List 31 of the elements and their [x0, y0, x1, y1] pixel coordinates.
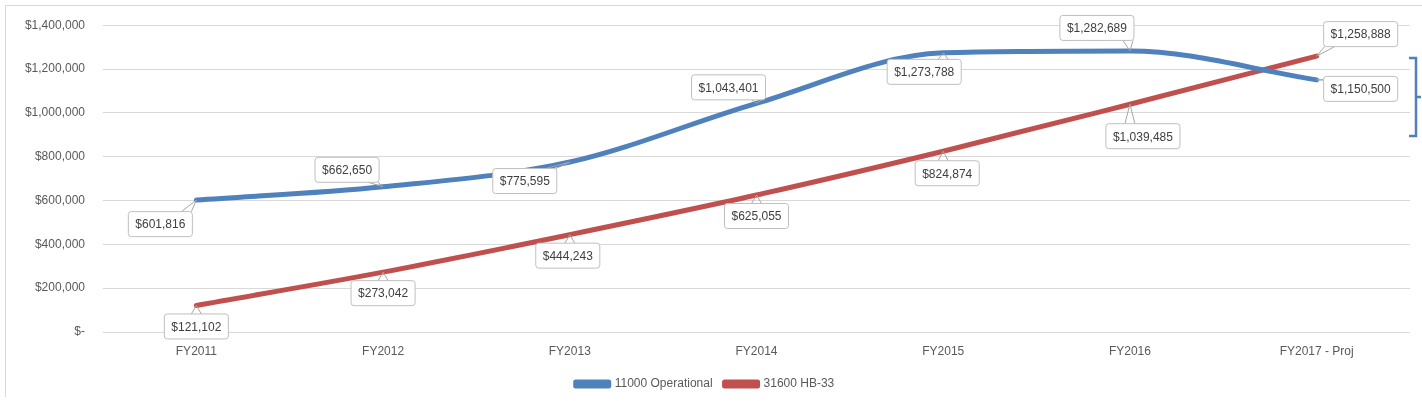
y-tick-label: $600,000	[34, 192, 86, 207]
data-label: $1,039,485	[1112, 129, 1174, 144]
data-label: $1,282,689	[1066, 21, 1128, 36]
y-tick-label: $400,000	[34, 236, 86, 251]
x-tick-label: FY2011	[175, 343, 218, 358]
y-tick-label: $1,400,000	[24, 17, 86, 32]
y-tick-label: $1,000,000	[24, 105, 86, 120]
data-label: $775,595	[499, 174, 551, 189]
data-label: $444,243	[542, 248, 594, 263]
data-label: $625,055	[731, 209, 782, 224]
data-label: $273,042	[358, 286, 409, 301]
data-label: $1,043,401	[698, 80, 759, 95]
legend-label: 11000 Operational	[614, 376, 713, 391]
data-label: $121,102	[171, 319, 222, 334]
x-tick-label: FY2013	[548, 343, 592, 358]
data-label: $662,650	[322, 163, 373, 178]
x-tick-label: FY2014	[735, 343, 778, 358]
data-label: $1,258,888	[1330, 27, 1391, 42]
data-label: $1,150,500	[1330, 82, 1391, 97]
data-label: $1,273,788	[894, 65, 955, 80]
x-tick-label: FY2012	[362, 343, 405, 358]
y-tick-label: $-	[74, 324, 85, 339]
y-tick-label: $200,000	[34, 280, 86, 295]
data-label: $601,816	[135, 217, 186, 232]
y-tick-label: $800,000	[34, 149, 86, 163]
legend-label: 31600 HB-33	[763, 376, 835, 391]
x-tick-label: FY2016	[1108, 343, 1152, 358]
x-tick-label: FY2017 - Proj	[1279, 343, 1354, 358]
data-label: $824,874	[922, 166, 973, 181]
y-tick-label: $1,200,000	[24, 61, 86, 76]
x-tick-label: FY2015	[922, 343, 965, 358]
